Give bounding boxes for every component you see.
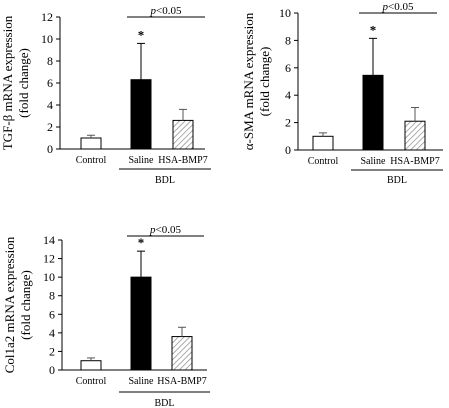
y-tick-label: 2 bbox=[49, 344, 55, 358]
y-tick-label: 8 bbox=[47, 54, 53, 68]
category-label: Saline bbox=[361, 156, 387, 167]
y-tick-label: 10 bbox=[279, 6, 291, 20]
y-tick-label: 6 bbox=[47, 76, 53, 90]
category-label: Control bbox=[308, 156, 339, 167]
chart-panel-3: 0 2 4 6 8 10 12 14 Col1a2 mRNA expression (fold c… bbox=[2, 224, 210, 408]
y-tick-label: 12 bbox=[43, 252, 55, 266]
bar-control bbox=[80, 137, 102, 150]
y-tick-label: 0 bbox=[49, 363, 55, 377]
y-tick-label: 10 bbox=[43, 270, 55, 284]
bar-saline bbox=[362, 74, 384, 151]
p-value-label: p<0.05 bbox=[382, 1, 414, 13]
y-axis-label: (fold change) bbox=[18, 270, 33, 340]
bar-hsa-bmp7 bbox=[404, 120, 426, 151]
bar-hsa-bmp7 bbox=[171, 336, 193, 371]
y-tick-label: 0 bbox=[47, 142, 53, 156]
category-label: Saline bbox=[129, 155, 155, 166]
y-tick-label: 10 bbox=[41, 32, 53, 46]
category-label: HSA-BMP7 bbox=[157, 376, 206, 387]
y-tick-label: 14 bbox=[43, 233, 55, 247]
chart-panel-2: 0 2 4 6 8 10 α-SMA mRNA expression (fold change… bbox=[241, 1, 443, 186]
y-tick-label: 8 bbox=[49, 289, 55, 303]
bar-control bbox=[312, 135, 334, 151]
significance-star: * bbox=[138, 235, 145, 250]
bar-saline bbox=[130, 79, 152, 150]
y-axis-label: (fold change) bbox=[16, 48, 31, 118]
y-axis-label: TGF-β mRNA expression bbox=[0, 15, 15, 150]
category-label: Control bbox=[76, 376, 107, 387]
group-label: BDL bbox=[155, 175, 175, 186]
category-label: HSA-BMP7 bbox=[158, 155, 207, 166]
category-label: Saline bbox=[129, 376, 155, 387]
group-label: BDL bbox=[155, 398, 175, 408]
y-axis-label: (fold change) bbox=[257, 47, 272, 117]
group-label: BDL bbox=[387, 175, 407, 186]
y-tick-label: 4 bbox=[285, 88, 291, 102]
bar-saline bbox=[130, 276, 152, 371]
y-tick-label: 12 bbox=[41, 10, 53, 24]
y-axis-label: Col1a2 mRNA expression bbox=[2, 236, 17, 373]
category-label: HSA-BMP7 bbox=[390, 156, 439, 167]
y-tick-label: 0 bbox=[285, 143, 291, 157]
y-tick-label: 6 bbox=[285, 61, 291, 75]
significance-star: * bbox=[370, 22, 377, 37]
bar-hsa-bmp7 bbox=[172, 119, 194, 150]
y-axis-label: α-SMA mRNA expression bbox=[241, 12, 256, 150]
y-tick-label: 4 bbox=[49, 326, 55, 340]
significance-star: * bbox=[138, 27, 145, 42]
category-label: Control bbox=[76, 155, 107, 166]
y-tick-label: 4 bbox=[47, 98, 53, 112]
chart-panel-1: 0 2 4 6 8 10 12 TGF-β mRNA expression (fold chan… bbox=[0, 5, 211, 186]
bar-control bbox=[80, 360, 102, 371]
y-tick-label: 6 bbox=[49, 307, 55, 321]
p-value-label: p<0.05 bbox=[150, 5, 182, 17]
y-tick-label: 2 bbox=[285, 116, 291, 130]
y-tick-label: 8 bbox=[285, 33, 291, 47]
p-value-label: p<0.05 bbox=[149, 224, 181, 236]
y-tick-label: 2 bbox=[47, 120, 53, 134]
